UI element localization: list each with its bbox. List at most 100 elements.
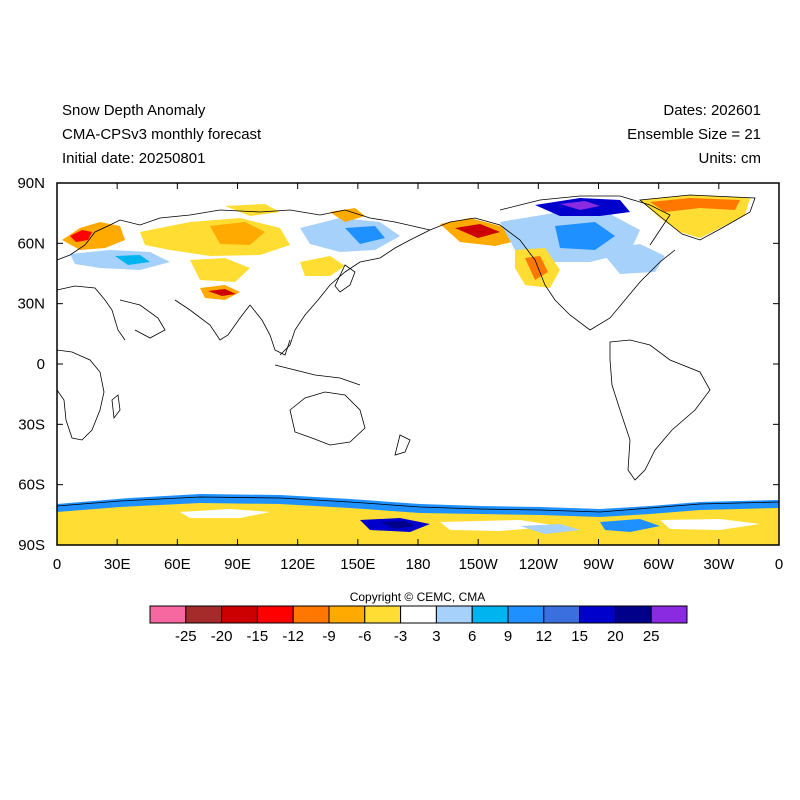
longitude-labels: 0 30E 60E 90E 120E 150E 180 150W 120W 90W 60W 30W 0 (53, 556, 783, 573)
colorbar-label: 12 (535, 628, 552, 645)
colorbar-label: 6 (468, 628, 476, 645)
central-asia-negative (190, 258, 250, 282)
colorbar-label: -3 (394, 628, 407, 645)
colorbar-swatch (328, 605, 366, 624)
colorbar-swatch (149, 605, 187, 624)
europe-positive (70, 250, 170, 270)
lon-label: 90E (224, 556, 251, 573)
colorbar-swatch (579, 605, 616, 624)
colorbar-swatch (256, 605, 294, 624)
colorbar-swatch (292, 605, 330, 624)
lat-label: 60S (18, 477, 45, 494)
antarctica-positive-patch (520, 524, 580, 534)
lon-label: 60W (643, 556, 675, 573)
east-siberia-positive-core (345, 226, 385, 244)
colorbar-label: -20 (211, 628, 233, 645)
lat-label: 90S (18, 537, 45, 554)
colorbar (149, 605, 688, 624)
lat-label: 0 (37, 356, 45, 373)
lon-label: 150W (459, 556, 499, 573)
tibet-core (208, 289, 236, 296)
australia-coastline (289, 391, 366, 446)
quebec-positive (600, 244, 665, 274)
lat-label: 30S (18, 416, 45, 433)
asia-east-coast (279, 229, 431, 356)
indonesia-coastline (274, 364, 361, 386)
lat-label: 90N (17, 175, 45, 192)
japan-coastline (334, 264, 356, 293)
colorbar-label: -12 (282, 628, 304, 645)
lon-label: 120W (519, 556, 559, 573)
colorbar-swatch (221, 605, 258, 624)
colorbar-label: 9 (504, 628, 512, 645)
colorbar-label: -9 (322, 628, 335, 645)
canada-positive-core (555, 222, 615, 250)
colorbar-labels: -25 -20 -15 -12 -9 -6 -3 3 6 9 12 15 20 25 (175, 628, 660, 645)
greenland-coastline (638, 194, 756, 241)
colorbar-label: -6 (358, 628, 371, 645)
lon-label: 90W (583, 556, 615, 573)
antarctica-coast-blue (57, 494, 779, 517)
colorbar-swatch (364, 605, 402, 624)
model-name: CMA-CPSv3 monthly forecast (62, 126, 262, 143)
colorbar-swatch (650, 605, 688, 624)
lon-label: 120E (280, 556, 315, 573)
scandinavia-core (70, 230, 92, 242)
latitude-ticks (57, 182, 779, 546)
colorbar-swatch (471, 605, 509, 624)
siberia-negative (140, 218, 290, 256)
lat-label: 30N (17, 296, 45, 313)
east-asia-negative (300, 256, 345, 276)
colorbar-swatch (400, 605, 437, 624)
europe-coastline (56, 209, 431, 261)
colorbar-label: -15 (247, 628, 269, 645)
madagascar-coastline (111, 394, 121, 420)
colorbar-label: 3 (432, 628, 440, 645)
antarctica-white-patch (180, 509, 270, 518)
arctic-canada-coastline (499, 195, 671, 246)
coastlines (56, 194, 780, 513)
colorbar-swatch (185, 605, 223, 624)
ross-positive-core (380, 521, 415, 529)
initial-date: Initial date: 20250801 (62, 150, 206, 167)
colorbar-label: 15 (571, 628, 588, 645)
longitude-ticks (56, 183, 780, 545)
ensemble-size: Ensemble Size = 21 (627, 126, 761, 143)
rockies-core (525, 256, 548, 280)
colorbar-swatch (507, 605, 545, 624)
lat-label: 60N (17, 235, 45, 252)
lon-label: 0 (775, 556, 783, 573)
india-coastline (174, 299, 251, 341)
arctic-archipelago-core (560, 201, 600, 210)
colorbar-label: -25 (175, 628, 197, 645)
taymyr-negative (225, 204, 280, 216)
antarctica-coastline (56, 496, 780, 513)
copyright-label: Copyright © CEMC, CMA (349, 590, 486, 604)
anomaly-field (57, 195, 779, 545)
africa-coastline (56, 349, 105, 441)
europe-positive-core (115, 255, 150, 265)
southeast-asia-coastline (249, 304, 291, 356)
antarctica-white-patch (660, 519, 760, 530)
north-america-coastline (429, 217, 676, 331)
colorbar-swatch (435, 605, 473, 624)
latitude-labels: 90N 60N 30N 0 30S 60S 90S (17, 175, 45, 554)
scandinavia-negative (62, 222, 125, 250)
lon-label: 150E (340, 556, 375, 573)
colorbar-label: 25 (643, 628, 660, 645)
lon-label: 180 (405, 556, 430, 573)
lon-label: 30E (104, 556, 131, 573)
colorbar-label: 20 (607, 628, 624, 645)
arabia-coastline (119, 299, 166, 339)
south-america-coastline (609, 339, 711, 481)
lon-label: 60E (164, 556, 191, 573)
new-zealand-coastline (394, 434, 411, 456)
colorbar-swatch (543, 605, 581, 624)
siberia-core (210, 222, 265, 245)
africa-north-coast (56, 285, 126, 341)
lon-label: 30W (703, 556, 735, 573)
antarctica-positive-patch (600, 519, 660, 532)
lon-label: 0 (53, 556, 61, 573)
east-siberia-positive (300, 218, 400, 252)
